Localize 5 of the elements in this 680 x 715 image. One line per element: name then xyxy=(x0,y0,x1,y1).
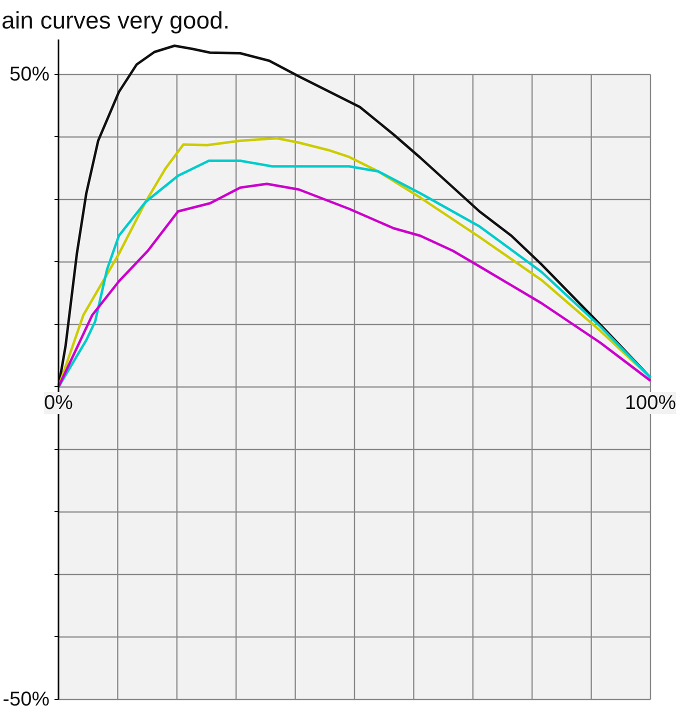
chart-title: ain curves very good. xyxy=(2,8,230,34)
y-tick-label: -50% xyxy=(2,688,50,710)
y-tick-label: 50% xyxy=(9,64,50,86)
x-tick-label: 0% xyxy=(44,392,74,414)
x-tick-label: 100% xyxy=(624,392,676,414)
